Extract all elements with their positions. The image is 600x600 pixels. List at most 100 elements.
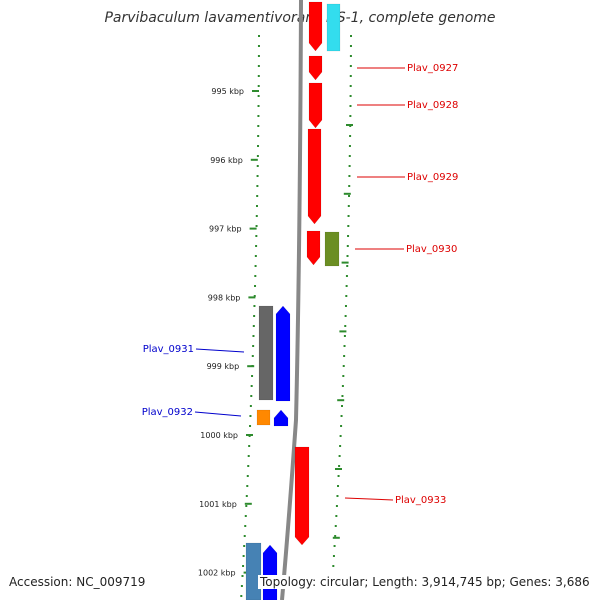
tick-label: 1002 kbp	[198, 569, 236, 578]
track-dot	[349, 75, 352, 77]
kbp-ticks: 995 kbp 996 kbp 997 kbp 998 kbp 999 kbp 1000 …	[198, 87, 353, 578]
track-dot	[338, 465, 341, 467]
gene-arrow[interactable]	[262, 544, 278, 600]
track-dot	[245, 495, 248, 497]
track-dot	[254, 265, 257, 267]
tick-label: 998 kbp	[208, 293, 241, 302]
track-dot	[248, 445, 251, 447]
gene-label-plav-0933[interactable]: Plav_0933	[395, 495, 446, 506]
track-dot	[345, 295, 348, 297]
feature-box-plav-0931[interactable]	[258, 305, 274, 401]
tick-mark-right	[337, 399, 345, 402]
track-dot	[349, 135, 352, 137]
track-dot	[341, 385, 344, 387]
track-dot	[253, 315, 256, 317]
track-dot	[251, 375, 254, 377]
track-dot	[343, 345, 346, 347]
track-dot	[335, 515, 338, 517]
track-dot	[257, 55, 260, 57]
tick-label: 999 kbp	[207, 362, 240, 371]
tick-mark	[249, 227, 257, 230]
track-dot	[336, 495, 339, 497]
track-dot	[256, 155, 259, 157]
track-dot	[247, 465, 250, 467]
track-dot	[250, 395, 253, 397]
track-dot	[348, 155, 351, 157]
gene-label-plav-0930[interactable]: Plav_0930	[406, 244, 457, 255]
track-dot	[257, 135, 260, 137]
track-dot	[345, 285, 348, 287]
track-dot	[256, 165, 259, 167]
gene-arrow-plav-0930[interactable]	[306, 230, 321, 266]
track-dot	[243, 545, 246, 547]
gene-label-plav-0927[interactable]: Plav_0927	[407, 63, 458, 74]
track-dot	[252, 345, 255, 347]
track-dot	[255, 245, 258, 247]
tick-label: 1000 kbp	[200, 431, 238, 440]
track-dot	[252, 325, 255, 327]
track-dot	[349, 45, 352, 47]
track-dot	[253, 295, 256, 297]
tick-mark	[247, 365, 255, 368]
tick-mark	[252, 90, 259, 92]
gene-arrow-plav-0931[interactable]	[275, 305, 291, 402]
track-dot	[342, 365, 345, 367]
track-dot	[256, 175, 259, 177]
feature-box-plav-0932[interactable]	[256, 409, 271, 426]
feature-box[interactable]	[326, 3, 341, 52]
track-dot	[348, 145, 351, 147]
tick-mark	[250, 158, 258, 161]
track-dot	[342, 375, 345, 377]
track-dot	[255, 225, 258, 227]
track-dot	[344, 315, 347, 317]
track-dot	[343, 335, 346, 337]
track-dot	[347, 215, 350, 217]
accession-text: Accession: NC_009719	[7, 575, 148, 589]
track-dot	[244, 515, 247, 517]
tick-mark-right	[332, 536, 340, 539]
track-dot	[348, 185, 351, 187]
feature-box-plav-0930[interactable]	[324, 231, 340, 267]
gene-label-plav-0931[interactable]: Plav_0931	[143, 344, 194, 355]
track-dot	[250, 385, 253, 387]
tick-mark-right	[339, 330, 347, 333]
gene-label-plav-0929[interactable]: Plav_0929	[407, 172, 458, 183]
gene-label-plav-0932[interactable]: Plav_0932	[142, 407, 193, 418]
track-dot	[340, 425, 343, 427]
track-dot	[337, 475, 340, 477]
track-dot	[246, 475, 249, 477]
track-dot	[349, 115, 352, 117]
track-dot	[346, 265, 349, 267]
track-dot	[333, 545, 336, 547]
gene-arrow-plav-0932[interactable]	[273, 409, 289, 427]
feature-box[interactable]	[245, 542, 262, 600]
track-dot	[254, 255, 257, 257]
track-dot	[347, 235, 350, 237]
track-dot	[249, 425, 252, 427]
gene-labels[interactable]: Plav_0927 Plav_0928 Plav_0929 Plav_0930 Plav…	[142, 63, 459, 506]
tick-mark	[246, 434, 253, 436]
gene-leader-line	[194, 411, 242, 417]
track-dot	[348, 195, 351, 197]
track-dot	[340, 415, 343, 417]
track-dot	[335, 505, 338, 507]
track-dot	[257, 115, 260, 117]
gene-arrow-plav-0933[interactable]	[294, 446, 310, 546]
track-dot	[339, 435, 342, 437]
track-dot	[257, 145, 260, 147]
track-dot	[249, 415, 252, 417]
gene-label-plav-0928[interactable]: Plav_0928	[407, 100, 458, 111]
track-dot	[349, 105, 352, 107]
track-dot	[344, 325, 347, 327]
gene-features[interactable]	[245, 1, 341, 600]
gene-arrow-plav-0927[interactable]	[308, 55, 323, 81]
tick-mark-right	[343, 192, 351, 195]
genome-backbone	[280, 0, 303, 600]
gene-arrow-plav-0929[interactable]	[307, 128, 322, 225]
gene-arrow-plav-0928[interactable]	[308, 82, 323, 129]
track-dot	[249, 405, 252, 407]
track-dot	[334, 535, 337, 537]
track-dot	[348, 165, 351, 167]
gene-arrow[interactable]	[308, 1, 323, 52]
